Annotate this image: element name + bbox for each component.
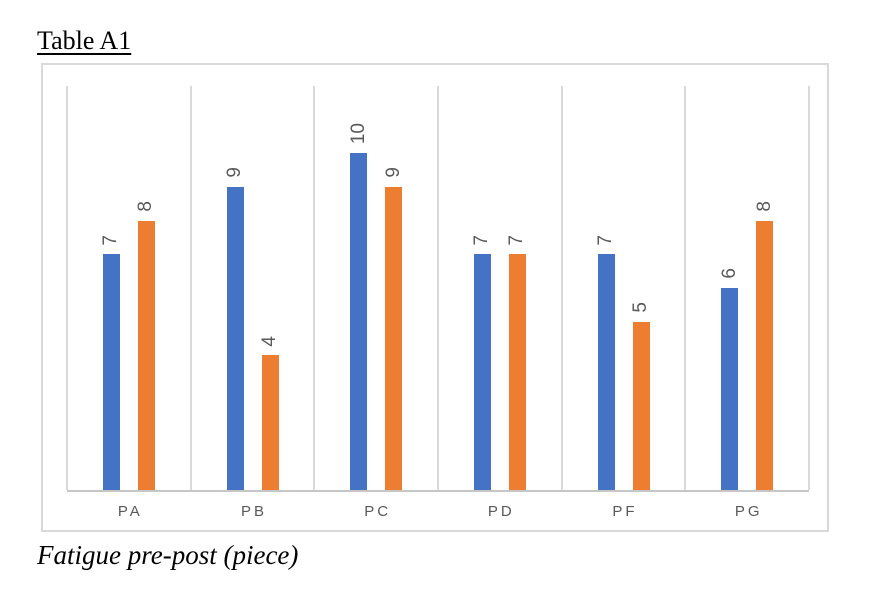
bar-value-label: 5 (630, 302, 651, 313)
bar-value-label: 4 (259, 335, 280, 347)
chart-caption: Fatigue pre-post (piece) (37, 540, 299, 570)
category-gridline (684, 86, 687, 490)
bar-value-label: 9 (382, 167, 404, 178)
bar-value-label: 6 (718, 268, 740, 279)
category-gridline (437, 86, 439, 490)
category-gridline (313, 86, 316, 490)
bar-value-label: 9 (224, 167, 245, 178)
fatigue-bar-chart[interactable]: 7 9 10 7 7 6 8 4 9 7 5 8 PA PB PC PD PF PG (41, 63, 829, 532)
bar-value-label: 7 (506, 234, 528, 246)
bar-post-PG (756, 220, 774, 490)
category-gridline (189, 86, 192, 490)
x-axis-line (67, 490, 809, 492)
bar-pre-PA (102, 254, 120, 490)
category-gridline (560, 86, 563, 490)
category-label-PF: PF (612, 503, 638, 520)
bar-post-PF (632, 321, 650, 490)
category-label-PA: PA (117, 503, 143, 520)
category-label-PG: PG (734, 503, 763, 520)
bar-pre-PF (597, 254, 615, 490)
bar-pre-PD (473, 254, 491, 490)
bar-post-PA (137, 220, 155, 490)
category-label-PD: PD (487, 503, 515, 520)
plot-area: 7 9 10 7 7 6 8 4 9 7 5 8 PA PB PC PD PF PG (66, 86, 810, 520)
bar-post-PB (261, 355, 279, 490)
table-title: Table A1 (37, 26, 132, 55)
bar-pre-PC (350, 153, 368, 490)
bar-pre-PB (226, 187, 244, 490)
category-gridline (66, 86, 68, 490)
category-label-PC: PC (364, 503, 392, 520)
category-gridline (808, 86, 810, 490)
bar-value-label: 8 (753, 201, 775, 212)
bar-pre-PG (721, 288, 739, 490)
bar-value-label: 8 (135, 201, 157, 212)
bar-value-label: 7 (471, 234, 493, 246)
bar-value-label: 7 (100, 234, 122, 246)
bar-value-label: 7 (595, 234, 616, 246)
bar-post-PC (385, 187, 403, 490)
category-label-PB: PB (240, 503, 267, 520)
bar-value-label: 10 (347, 123, 369, 145)
bar-post-PD (508, 254, 526, 490)
